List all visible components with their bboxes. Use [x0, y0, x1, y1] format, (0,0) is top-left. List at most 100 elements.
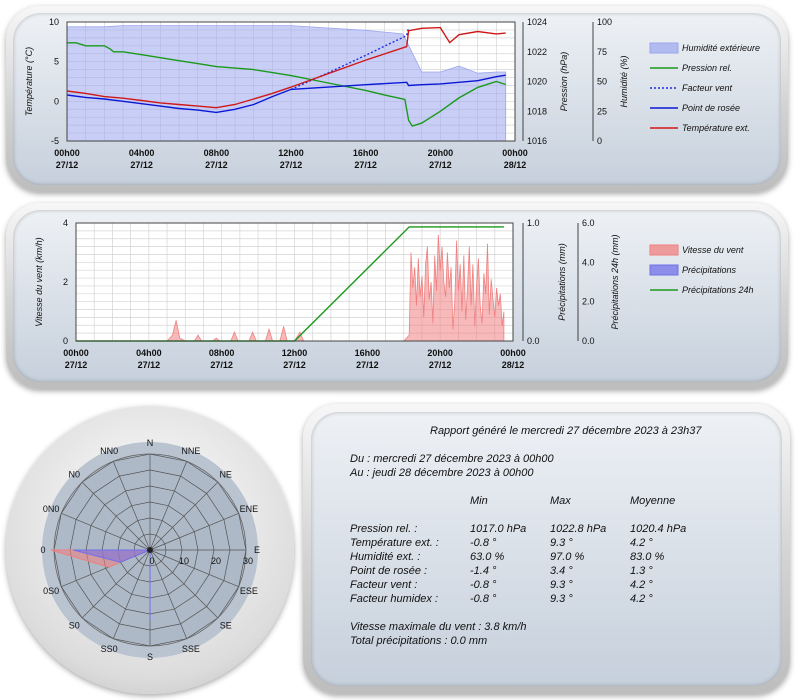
rose-direction-label: ESE — [240, 586, 258, 596]
rose-direction-label: N — [147, 438, 154, 448]
rose-direction-label: SSE — [182, 644, 200, 654]
rose-spoke — [149, 549, 219, 619]
rain24-tick-label: 2.0 — [582, 297, 595, 307]
rose-center — [147, 547, 153, 553]
report-row-max: 9.3 ° — [550, 579, 573, 591]
humidity-tick-label: 50 — [597, 77, 607, 87]
y-axis-title: Température (°C) — [24, 47, 34, 116]
rose-direction-label: 0 — [40, 545, 45, 555]
report-row-max: 9.3 ° — [550, 537, 573, 549]
pressure-tick-label: 1016 — [527, 136, 547, 146]
humidity-tick-label: 0 — [597, 136, 602, 146]
rose-direction-label: ENE — [240, 504, 259, 514]
legend-swatch — [649, 244, 679, 256]
legend-label: Précipitations — [682, 265, 737, 275]
rose-r-tick: 30 — [243, 556, 253, 566]
report-row-max: 3.4 ° — [550, 565, 573, 577]
x-tick-label: 27/12 — [205, 160, 228, 170]
report-row-label: Température ext. : — [350, 537, 439, 549]
report-row-label: Point de rosée : — [350, 565, 428, 577]
x-tick-label: 16h00 — [355, 348, 381, 358]
temperature-chart-series — [66, 25, 507, 142]
x-tick-label: 27/12 — [130, 160, 153, 170]
x-tick-label: 08h00 — [204, 148, 230, 158]
humidity-tick-label: 25 — [597, 106, 607, 116]
report-row-label: Humidité ext. : — [350, 551, 421, 563]
rain24-tick-label: 0.0 — [582, 336, 595, 346]
y-tick-label: 10 — [49, 17, 59, 27]
y-tick-label: 5 — [54, 57, 59, 67]
x-tick-label: 00h00 — [54, 148, 80, 158]
rose-r-tick: 0 — [149, 556, 154, 566]
series-humidit-ext-rieure — [66, 25, 507, 142]
rose-spoke — [149, 512, 239, 551]
x-tick-label: 04h00 — [129, 148, 155, 158]
rose-direction-label: S0 — [69, 621, 80, 631]
rain-tick-label: 1.0 — [527, 218, 540, 228]
rain24-tick-label: 4.0 — [582, 257, 595, 267]
plot-frame — [75, 222, 514, 342]
legend-label: Pression rel. — [682, 63, 732, 73]
x-tick-label: 04h00 — [136, 348, 162, 358]
wind-rose: 0 10 20 30 N NNE NE ENE E ESE SE SSE S SS0 S0 0S0 0 0N0 N0… — [40, 438, 260, 662]
pressure-tick-label: 1018 — [527, 106, 547, 116]
report-row-avg: 1020.4 hPa — [630, 523, 687, 535]
report-total-rain: Total précipitations : 0.0 mm — [350, 635, 488, 647]
humidity-tick-label: 100 — [597, 17, 612, 27]
report-row-min: -0.8 ° — [470, 537, 497, 549]
pressure-tick-label: 1022 — [527, 47, 547, 57]
rose-spoke — [61, 512, 151, 551]
temperature-chart-axes: 00h00 27/12 04h00 27/12 08h00 27/12 12h00 27/12… — [24, 17, 629, 170]
report-row-avg: 4.2 ° — [630, 537, 653, 549]
temperature-chart-legend: Humidité extérieure Pression rel. Facteur … — [649, 42, 760, 133]
x-tick-label: 27/12 — [429, 360, 452, 370]
report-max-wind: Vitesse maximale du vent : 3.8 km/h — [350, 621, 527, 633]
x-tick-label: 27/12 — [429, 160, 452, 170]
rose-direction-label: SE — [220, 621, 232, 631]
rose-spoke — [149, 549, 188, 639]
legend-label: Vitesse du vent — [682, 245, 744, 255]
report-row-max: 97.0 % — [550, 551, 585, 563]
pressure-tick-label: 1024 — [527, 17, 547, 27]
rose-direction-label: NE — [219, 469, 232, 479]
rose-blue — [73, 549, 151, 621]
rose-direction-label: 0S0 — [43, 586, 59, 596]
wind-chart: 00h00 27/12 04h00 27/12 08h00 27/12 12h00 27/12… — [34, 218, 754, 370]
rose-direction-label: NNE — [181, 446, 200, 456]
legend-swatch — [649, 264, 679, 276]
x-tick-label: 27/12 — [354, 160, 377, 170]
plot-frame — [66, 21, 516, 142]
rain-axis-title: Précipitations (mm) — [557, 243, 567, 321]
humidity-axis-title: Humidité (%) — [619, 55, 629, 107]
report-header-avg: Moyenne — [630, 495, 676, 507]
y-tick-label: 4 — [63, 218, 68, 228]
report-row-min: -1.4 ° — [470, 565, 497, 577]
x-tick-label: 00h00 — [502, 148, 528, 158]
report-row-avg: 1.3 ° — [630, 565, 653, 577]
y-tick-label: 2 — [63, 277, 68, 287]
rose-direction-label: SS0 — [101, 644, 118, 654]
x-tick-label: 20h00 — [427, 348, 453, 358]
report-row-min: 1017.0 hPa — [470, 523, 527, 535]
y-tick-label: -5 — [51, 136, 59, 146]
report-row-label: Pression rel. : — [350, 523, 418, 535]
y-tick-label: 0 — [54, 96, 59, 106]
rose-spoke — [112, 549, 151, 639]
y-axis-title: Vitesse du vent (km/h) — [34, 237, 44, 326]
y-tick-label: 0 — [63, 336, 68, 346]
rose-spoke — [149, 549, 239, 588]
report-row-avg: 4.2 ° — [630, 593, 653, 605]
rain24-axis-title: Précipitations 24h (mm) — [610, 234, 620, 329]
legend-label: Température ext. — [682, 123, 750, 133]
wind-chart-legend: Vitesse du vent Précipitations Précipitati… — [649, 244, 754, 295]
rose-spoke — [149, 481, 219, 551]
series-point-de-ros-e — [66, 74, 506, 114]
rose-direction-label: E — [254, 545, 260, 555]
legend-label: Point de rosée — [682, 103, 740, 113]
legend-swatch — [649, 42, 679, 54]
report-header-max: Max — [550, 495, 571, 507]
legend-label: Précipitations 24h — [682, 285, 754, 295]
wind-chart-axes: 00h00 27/12 04h00 27/12 08h00 27/12 12h00 27/12… — [34, 218, 620, 370]
pressure-tick-label: 1020 — [527, 77, 547, 87]
x-tick-label: 27/12 — [65, 360, 88, 370]
